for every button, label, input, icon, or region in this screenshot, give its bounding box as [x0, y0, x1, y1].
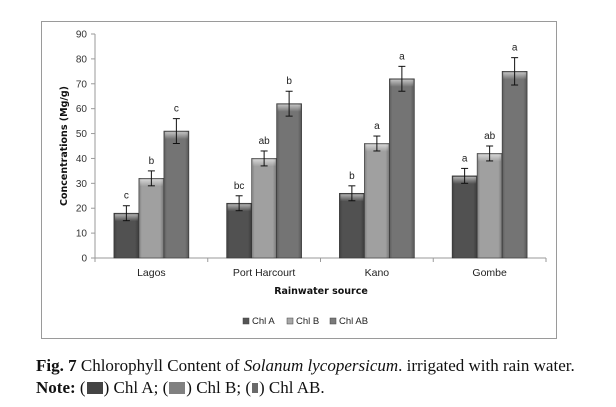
bar-chl-a: c	[113, 191, 140, 259]
y-tick-label: 30	[76, 179, 88, 190]
significance-label: c	[124, 191, 129, 202]
bar-shade	[389, 78, 415, 258]
caption-text-1: Chlorophyll Content of	[76, 356, 244, 375]
bar-shade	[339, 193, 365, 258]
bar-chl-a: bc	[226, 181, 252, 259]
y-tick-label: 60	[76, 104, 88, 115]
legend-item: Chl A	[242, 316, 275, 327]
x-axis-title: Rainwater source	[274, 286, 368, 297]
significance-label: a	[374, 121, 380, 132]
significance-label: b	[149, 156, 155, 167]
significance-label: a	[399, 51, 405, 62]
x-tick-label: Port Harcourt	[233, 267, 296, 279]
legend: Chl A Chl B Chl AB	[242, 316, 368, 327]
legend-label: Chl A	[252, 316, 275, 327]
y-tick-label: 0	[81, 254, 87, 265]
y-tick-label: 50	[76, 129, 88, 140]
significance-label: ab	[259, 136, 271, 147]
bar-shade	[276, 103, 302, 258]
caption-text-2: . irrigated with rain water.	[398, 356, 575, 375]
caption-note-b: ) Chl B; (	[186, 378, 251, 397]
bar-shade	[477, 153, 503, 258]
y-tick-label: 70	[76, 79, 88, 90]
y-tick-label: 10	[76, 229, 88, 240]
bar-chl-b: a	[364, 121, 390, 259]
significance-label: a	[512, 43, 518, 54]
legend-label: Chl B	[296, 316, 319, 327]
bar-chl-b: b	[138, 156, 165, 259]
significance-label: b	[349, 171, 355, 182]
legend-label: Chl AB	[339, 316, 368, 327]
significance-label: ab	[484, 131, 496, 142]
axes: 0 10 20 30 40 50 60 70 80 90 Lagos Port Harcourt Kan…	[76, 30, 547, 279]
legend-swatch	[242, 317, 250, 325]
bar-shade	[226, 203, 252, 258]
bar-chl-ab: b	[276, 76, 302, 259]
bar-chl-ab: a	[501, 43, 528, 259]
y-tick-label: 80	[76, 54, 88, 65]
legend-item: Chl B	[286, 316, 319, 327]
caption-swatch-chl-b	[169, 382, 186, 395]
legend-item: Chl AB	[329, 316, 368, 327]
bar-chl-ab: c	[163, 104, 190, 259]
legend-swatch	[329, 317, 337, 325]
figure-caption: Fig. 7 Chlorophyll Content of Solanum ly…	[36, 355, 606, 399]
caption-note-a: ) Chl A; (	[103, 378, 169, 397]
legend-swatch	[286, 317, 294, 325]
x-tick-label: Lagos	[137, 267, 166, 279]
caption-species: Solanum lycopersicum	[243, 356, 399, 375]
bar-chl-b: ab	[251, 136, 277, 259]
bar-chl-a: b	[339, 171, 365, 259]
chart: 0 10 20 30 40 50 60 70 80 90 Lagos Port Harcourt Kan…	[59, 30, 547, 327]
significance-label: c	[174, 104, 179, 115]
caption-note-ab: ) Chl AB.	[258, 378, 325, 397]
labels: Concentrations (Mg/g) Rainwater source	[59, 86, 368, 297]
bar-shade	[452, 175, 478, 258]
y-tick-label: 90	[76, 30, 88, 41]
bar-shade	[138, 178, 164, 258]
bar-chl-ab: a	[389, 51, 415, 259]
y-tick-label: 40	[76, 154, 88, 165]
bar-chl-b: ab	[476, 131, 503, 259]
bar-chl-a: a	[451, 153, 478, 259]
x-tick-label: Kano	[365, 267, 390, 279]
significance-label: a	[462, 153, 468, 164]
caption-swatch-chl-ab	[251, 383, 258, 394]
y-axis-title: Concentrations (Mg/g)	[59, 86, 70, 206]
significance-label: b	[286, 76, 292, 87]
caption-fig-label: Fig. 7	[36, 356, 77, 375]
bar-shade	[163, 131, 189, 258]
caption-note-open: (	[75, 378, 86, 397]
significance-label: bc	[234, 181, 245, 192]
y-tick-label: 20	[76, 204, 88, 215]
bar-shade	[502, 71, 528, 258]
caption-swatch-chl-a	[86, 382, 103, 395]
bar-shade	[364, 143, 390, 258]
bar-shade	[251, 158, 277, 258]
caption-note-label: Note:	[36, 378, 76, 397]
x-tick-label: Gombe	[472, 267, 507, 279]
